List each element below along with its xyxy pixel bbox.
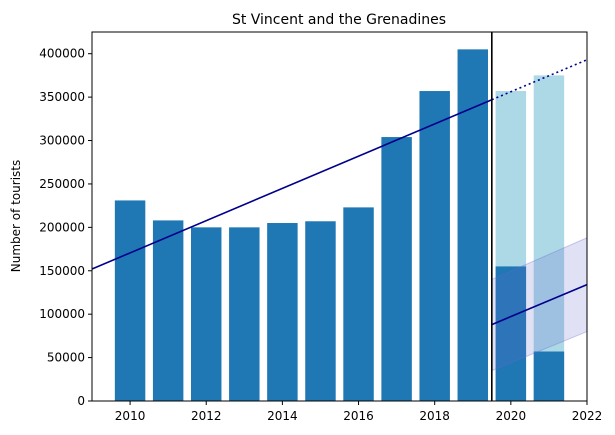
actual-bar-2011	[152, 220, 184, 401]
plot-area: 2010 2012 2014 2016 2018 2020 2022 0 50000 100000…	[39, 31, 603, 423]
x-tick-label-2010: 2010	[115, 409, 146, 423]
axes-frame	[91, 31, 588, 402]
actual-bar-2019	[457, 49, 488, 401]
y-tick-label-0: 0	[77, 394, 85, 408]
y-tick-label-50000: 50000	[47, 351, 85, 365]
y-tick-label-300000: 300000	[39, 134, 85, 148]
y-tick-label-250000: 250000	[39, 177, 85, 191]
y-tick-label-100000: 100000	[39, 307, 85, 321]
post-break-trend-line	[491, 283, 587, 326]
actual-bar-2017	[381, 137, 412, 402]
y-axis-title: Number of tourists	[9, 160, 23, 273]
actual-bar-2021	[533, 351, 565, 401]
x-tick-label-2012: 2012	[191, 409, 222, 423]
y-tick-label-150000: 150000	[39, 264, 85, 278]
actual-bar-2010	[114, 200, 146, 401]
chart-title: St Vincent and the Grenadines	[232, 12, 446, 28]
actual-bar-2015	[305, 221, 336, 401]
pre-break-trend-extension	[491, 59, 587, 101]
x-tick-label-2014: 2014	[267, 409, 298, 423]
y-tick-label-350000: 350000	[39, 90, 85, 104]
actual-bar-2014	[267, 223, 298, 401]
actual-bar-2016	[343, 207, 374, 401]
actual-bar-2013	[229, 227, 260, 401]
x-tick-label-2020: 2020	[496, 409, 527, 423]
x-tick-label-2018: 2018	[419, 409, 450, 423]
pre-break-trend-line	[92, 98, 493, 270]
y-tick-label-200000: 200000	[39, 220, 85, 234]
x-tick-label-2016: 2016	[343, 409, 374, 423]
actual-bar-2012	[191, 227, 222, 401]
actual-bar-2020	[495, 266, 527, 401]
x-tick-label-2022: 2022	[572, 409, 603, 423]
actual-bar-2018	[419, 91, 450, 401]
expected-bar-2021	[533, 75, 565, 401]
y-tick-label-400000: 400000	[39, 47, 85, 61]
